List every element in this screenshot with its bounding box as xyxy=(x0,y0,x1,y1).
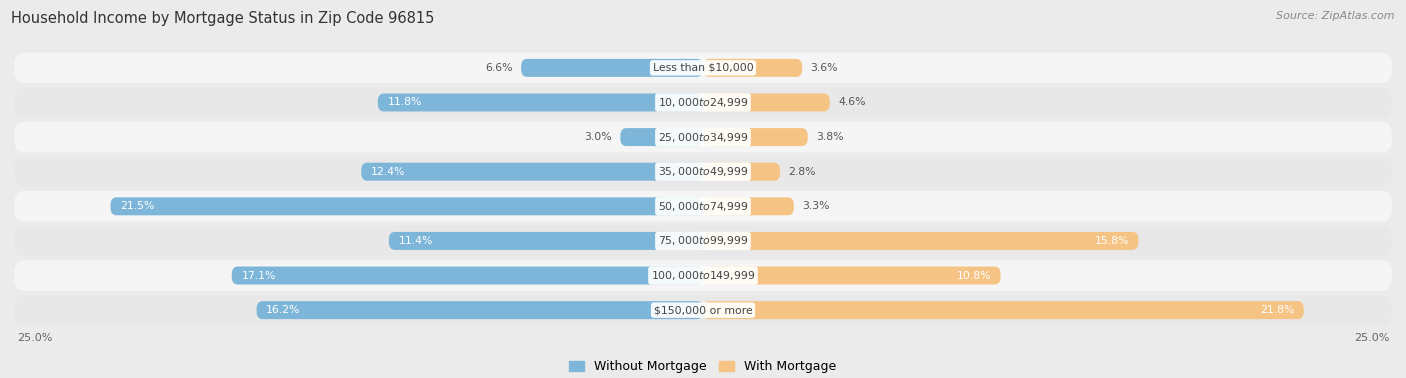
Text: 3.8%: 3.8% xyxy=(815,132,844,142)
Text: Source: ZipAtlas.com: Source: ZipAtlas.com xyxy=(1277,11,1395,21)
Text: 2.8%: 2.8% xyxy=(789,167,815,177)
FancyBboxPatch shape xyxy=(703,232,1139,250)
Text: 3.6%: 3.6% xyxy=(810,63,838,73)
Text: 11.8%: 11.8% xyxy=(388,98,422,107)
Text: $25,000 to $34,999: $25,000 to $34,999 xyxy=(658,130,748,144)
FancyBboxPatch shape xyxy=(703,197,794,215)
FancyBboxPatch shape xyxy=(14,295,1392,325)
Text: 3.0%: 3.0% xyxy=(585,132,612,142)
FancyBboxPatch shape xyxy=(111,197,703,215)
FancyBboxPatch shape xyxy=(14,191,1392,222)
FancyBboxPatch shape xyxy=(703,266,1001,285)
FancyBboxPatch shape xyxy=(232,266,703,285)
Text: 3.3%: 3.3% xyxy=(803,201,830,211)
Text: Less than $10,000: Less than $10,000 xyxy=(652,63,754,73)
Text: $75,000 to $99,999: $75,000 to $99,999 xyxy=(658,234,748,248)
FancyBboxPatch shape xyxy=(256,301,703,319)
FancyBboxPatch shape xyxy=(14,122,1392,152)
FancyBboxPatch shape xyxy=(14,226,1392,256)
Text: 11.4%: 11.4% xyxy=(398,236,433,246)
FancyBboxPatch shape xyxy=(378,93,703,112)
FancyBboxPatch shape xyxy=(389,232,703,250)
FancyBboxPatch shape xyxy=(703,93,830,112)
Text: 17.1%: 17.1% xyxy=(242,271,276,280)
FancyBboxPatch shape xyxy=(620,128,703,146)
Text: 21.5%: 21.5% xyxy=(120,201,155,211)
FancyBboxPatch shape xyxy=(703,59,803,77)
Text: $100,000 to $149,999: $100,000 to $149,999 xyxy=(651,269,755,282)
FancyBboxPatch shape xyxy=(14,156,1392,187)
FancyBboxPatch shape xyxy=(703,128,807,146)
Text: 25.0%: 25.0% xyxy=(1354,333,1389,342)
FancyBboxPatch shape xyxy=(703,301,1303,319)
FancyBboxPatch shape xyxy=(703,163,780,181)
Text: 6.6%: 6.6% xyxy=(485,63,513,73)
Text: 10.8%: 10.8% xyxy=(956,271,991,280)
Text: $50,000 to $74,999: $50,000 to $74,999 xyxy=(658,200,748,213)
FancyBboxPatch shape xyxy=(522,59,703,77)
FancyBboxPatch shape xyxy=(14,53,1392,83)
Legend: Without Mortgage, With Mortgage: Without Mortgage, With Mortgage xyxy=(564,355,842,378)
FancyBboxPatch shape xyxy=(361,163,703,181)
Text: $35,000 to $49,999: $35,000 to $49,999 xyxy=(658,165,748,178)
Text: $10,000 to $24,999: $10,000 to $24,999 xyxy=(658,96,748,109)
Text: $150,000 or more: $150,000 or more xyxy=(654,305,752,315)
FancyBboxPatch shape xyxy=(14,260,1392,291)
Text: 4.6%: 4.6% xyxy=(838,98,866,107)
Text: 12.4%: 12.4% xyxy=(371,167,405,177)
Text: 21.8%: 21.8% xyxy=(1260,305,1294,315)
Text: 15.8%: 15.8% xyxy=(1094,236,1129,246)
Text: 16.2%: 16.2% xyxy=(266,305,301,315)
Text: 25.0%: 25.0% xyxy=(17,333,52,342)
FancyBboxPatch shape xyxy=(14,87,1392,118)
Text: Household Income by Mortgage Status in Zip Code 96815: Household Income by Mortgage Status in Z… xyxy=(11,11,434,26)
